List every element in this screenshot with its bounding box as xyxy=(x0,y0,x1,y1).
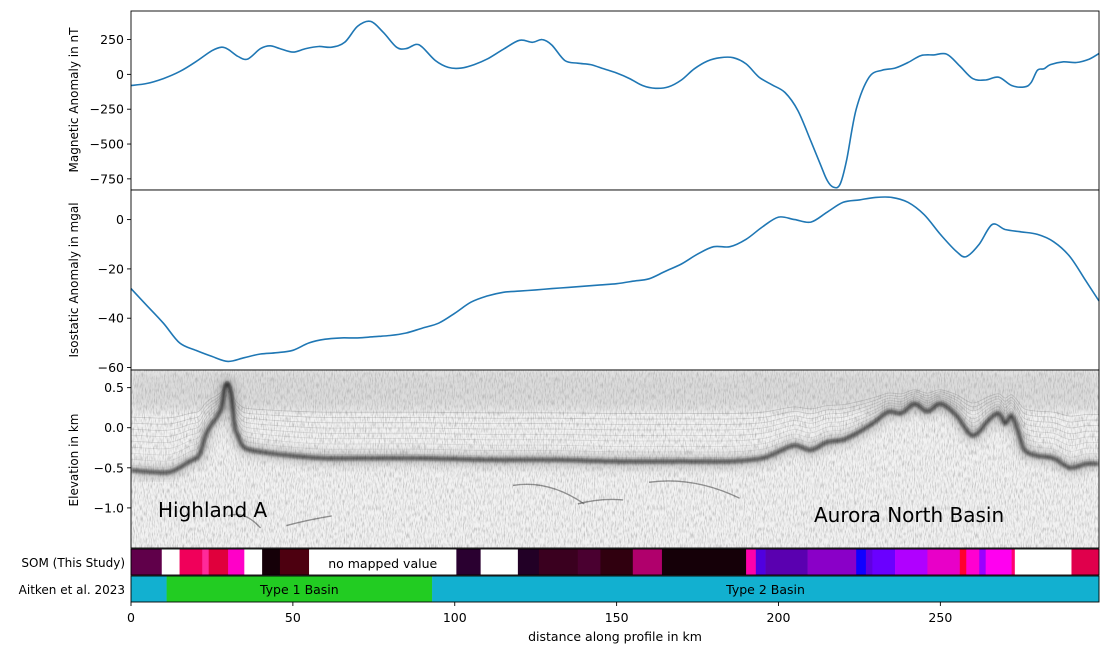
radargram-ylabel: Elevation in km xyxy=(67,414,81,507)
isostatic-ytick-label: 0 xyxy=(116,212,124,227)
som-segment xyxy=(632,549,663,575)
som-segment xyxy=(746,549,757,575)
radargram-reflector xyxy=(648,480,740,499)
type-2-basin-label: Type 2 Basin xyxy=(725,582,805,597)
som-segment xyxy=(966,549,980,575)
x-tick-label: 150 xyxy=(605,610,629,625)
magnetic-ylabel: Magnetic Anomaly in nT xyxy=(67,27,81,173)
radargram-reflector xyxy=(227,513,262,529)
radargram-ytick-label: −1.0 xyxy=(94,500,124,515)
radargram-yticks: 0.5 0.0 −0.5 −1.0 xyxy=(94,380,131,515)
x-tick-label: 200 xyxy=(767,610,791,625)
som-segment xyxy=(1071,549,1100,575)
magnetic-ytick-label: 250 xyxy=(100,32,124,47)
aitken-segment xyxy=(432,576,1100,602)
aitken-segment xyxy=(131,576,167,602)
radargram-ytick-label: 0.0 xyxy=(104,420,124,435)
som-no-mapped-value-label: no mapped value xyxy=(328,556,437,571)
isostatic-ytick-label: −40 xyxy=(98,311,124,326)
x-tick-label: 250 xyxy=(928,610,952,625)
radargram-panel: 0.5 0.0 −0.5 −1.0 Elevation in km Highland … xyxy=(67,369,1100,549)
som-segment xyxy=(755,549,766,575)
magnetic-ytick-label: −750 xyxy=(90,171,124,186)
radargram-ytick-label: 0.5 xyxy=(104,380,124,395)
som-segment xyxy=(577,549,601,575)
annotation-highland-a: Highland A xyxy=(158,498,268,522)
som-segment xyxy=(865,549,873,575)
magnetic-axes xyxy=(131,11,1099,190)
isostatic-panel: 0 −20 −40 −60 Isostatic Anomaly in mgal xyxy=(67,189,1100,375)
x-axis-label: distance along profile in km xyxy=(528,629,702,644)
som-segment xyxy=(161,549,180,575)
som-segment xyxy=(208,549,229,575)
som-segment xyxy=(1011,549,1016,575)
aitken-row-label: Aitken et al. 2023 xyxy=(19,583,125,597)
x-axis-ticks: 0 50 100 150 200 250 xyxy=(127,602,952,625)
magnetic-ytick-label: −250 xyxy=(90,102,124,117)
som-segment xyxy=(538,549,579,575)
som-segment xyxy=(959,549,967,575)
x-tick-label: 0 xyxy=(127,610,135,625)
som-segment xyxy=(1014,549,1072,575)
radargram-reflector xyxy=(577,498,624,505)
aitken-segments xyxy=(131,576,1100,602)
type-1-basin-label: Type 1 Basin xyxy=(259,582,339,597)
som-segment xyxy=(517,549,540,575)
isostatic-anomaly-line xyxy=(130,196,1100,363)
isostatic-yticks: 0 −20 −40 −60 xyxy=(98,212,131,375)
som-segment xyxy=(480,549,519,575)
radargram-reflector xyxy=(512,483,585,505)
radargram-ytick-label: −0.5 xyxy=(94,460,124,475)
isostatic-ytick-label: −20 xyxy=(98,261,124,276)
annotation-aurora-north-basin: Aurora North Basin xyxy=(814,503,1004,527)
x-tick-label: 50 xyxy=(285,610,301,625)
isostatic-ytick-label: −60 xyxy=(98,360,124,375)
magnetic-ytick-label: −500 xyxy=(90,137,124,152)
radargram-bed-reflector xyxy=(131,381,1099,475)
som-segment xyxy=(244,549,263,575)
magnetic-panel: 250 0 −250 −500 −750 Magnetic Anomaly in nT xyxy=(67,10,1100,191)
som-segment xyxy=(872,549,896,575)
aitken-panel: Type 1 Basin Type 2 Basin Aitken et al. … xyxy=(19,575,1100,603)
som-segments xyxy=(131,549,1100,575)
som-panel: no mapped value SOM (This Study) xyxy=(21,548,1100,576)
magnetic-ytick-label: 0 xyxy=(116,67,124,82)
som-segment xyxy=(765,549,808,575)
som-segment xyxy=(279,549,310,575)
som-segment xyxy=(807,549,857,575)
isostatic-ylabel: Isostatic Anomaly in mgal xyxy=(67,202,81,357)
som-segment xyxy=(131,549,163,575)
som-segment xyxy=(228,549,245,575)
som-segment xyxy=(456,549,481,575)
radargram-reflector xyxy=(286,515,332,527)
som-segment xyxy=(262,549,281,575)
som-segment xyxy=(661,549,747,575)
aitken-segment xyxy=(166,576,433,602)
som-segment xyxy=(600,549,634,575)
isostatic-axes xyxy=(131,190,1099,370)
som-segment xyxy=(927,549,961,575)
som-segment xyxy=(179,549,203,575)
magnetic-yticks: 250 0 −250 −500 −750 xyxy=(90,32,131,186)
som-segment xyxy=(985,549,1012,575)
som-segment xyxy=(895,549,928,575)
som-segment xyxy=(979,549,986,575)
x-tick-label: 100 xyxy=(443,610,467,625)
som-row-label: SOM (This Study) xyxy=(21,556,125,570)
magnetic-anomaly-line xyxy=(130,20,1100,189)
som-segment xyxy=(202,549,209,575)
som-segment xyxy=(856,549,867,575)
som-segment xyxy=(309,549,457,575)
